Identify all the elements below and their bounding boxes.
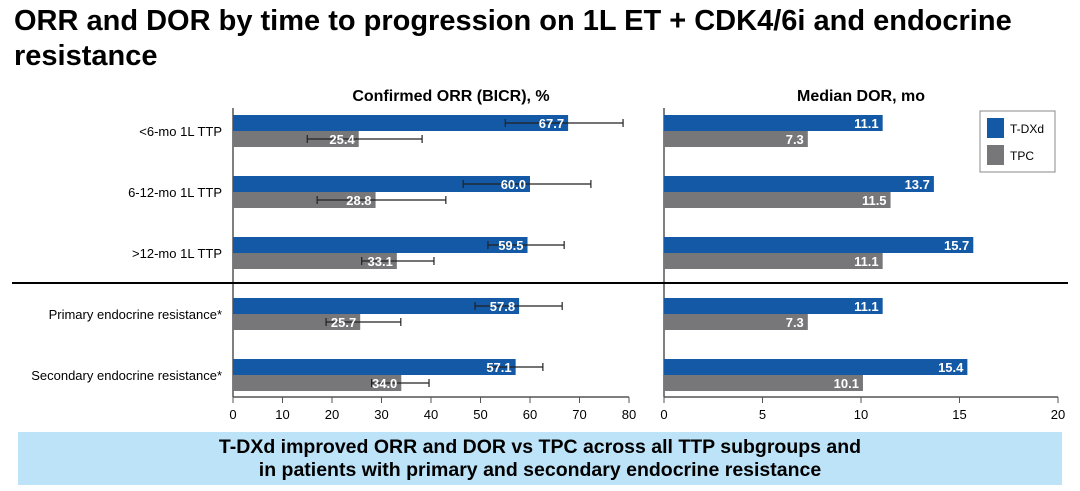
bar-tpc	[664, 375, 863, 391]
panel-title: Median DOR, mo	[797, 88, 925, 105]
category-label: 6-12-mo 1L TTP	[128, 185, 222, 200]
data-label: 15.7	[944, 238, 969, 253]
x-tick-label: 10	[854, 407, 868, 422]
legend-swatch-tpc	[987, 145, 1004, 165]
data-label: 11.1	[854, 116, 879, 131]
data-label: 33.1	[368, 254, 393, 269]
x-tick-label: 20	[325, 407, 339, 422]
category-label: >12-mo 1L TTP	[132, 246, 222, 261]
bar-t-dxd	[664, 237, 974, 253]
bar-t-dxd	[664, 359, 968, 375]
x-tick-label: 0	[229, 407, 236, 422]
x-tick-label: 15	[952, 407, 966, 422]
legend-swatch-t-dxd	[987, 118, 1004, 138]
bar-tpc	[664, 253, 883, 269]
data-label: 15.4	[938, 360, 964, 375]
data-label: 28.8	[346, 193, 371, 208]
data-label: 10.1	[834, 376, 859, 391]
category-label: Secondary endocrine resistance*	[31, 368, 222, 383]
bar-tpc	[664, 314, 808, 330]
data-label: 11.1	[854, 254, 879, 269]
x-tick-label: 5	[759, 407, 766, 422]
bar-t-dxd	[233, 115, 569, 131]
bar-tpc	[233, 131, 359, 147]
bar-t-dxd	[233, 176, 530, 192]
data-label: 11.1	[854, 299, 879, 314]
x-tick-label: 70	[572, 407, 586, 422]
x-tick-label: 30	[374, 407, 388, 422]
conclusion-banner: T-DXd improved ORR and DOR vs TPC across…	[18, 432, 1062, 485]
bar-tpc	[664, 131, 808, 147]
bar-t-dxd	[664, 115, 883, 131]
data-label: 67.7	[539, 116, 564, 131]
legend-label: TPC	[1010, 149, 1034, 163]
x-tick-label: 80	[622, 407, 636, 422]
data-label: 34.0	[372, 376, 397, 391]
data-label: 11.5	[862, 193, 887, 208]
x-tick-label: 10	[275, 407, 289, 422]
bar-t-dxd	[233, 298, 520, 314]
data-label: 25.7	[331, 315, 356, 330]
bar-t-dxd	[664, 176, 934, 192]
data-label: 57.8	[490, 299, 515, 314]
category-label: Primary endocrine resistance*	[49, 307, 222, 322]
data-label: 13.7	[905, 177, 930, 192]
bar-tpc	[233, 375, 402, 391]
banner-line-2: in patients with primary and secondary e…	[258, 459, 822, 481]
data-label: 7.3	[786, 132, 804, 147]
bar-tpc	[233, 192, 376, 208]
x-tick-label: 60	[523, 407, 537, 422]
bar-t-dxd	[233, 359, 516, 375]
panel-title: Confirmed ORR (BICR), %	[352, 88, 549, 105]
data-label: 59.5	[498, 238, 523, 253]
slide-title: ORR and DOR by time to progression on 1L…	[14, 5, 1012, 72]
data-label: 60.0	[501, 177, 526, 192]
x-tick-label: 0	[660, 407, 667, 422]
x-tick-label: 20	[1051, 407, 1065, 422]
bar-t-dxd	[233, 237, 528, 253]
banner-line-1: T-DXd improved ORR and DOR vs TPC across…	[218, 436, 862, 458]
category-label: <6-mo 1L TTP	[139, 124, 222, 139]
bar-tpc	[233, 253, 397, 269]
data-label: 7.3	[786, 315, 804, 330]
x-tick-label: 40	[424, 407, 438, 422]
legend-label: T-DXd	[1010, 122, 1044, 136]
x-tick-label: 50	[473, 407, 487, 422]
data-label: 57.1	[486, 360, 511, 375]
data-label: 25.4	[329, 132, 355, 147]
bar-t-dxd	[664, 298, 883, 314]
bar-tpc	[664, 192, 891, 208]
bar-tpc	[233, 314, 361, 330]
